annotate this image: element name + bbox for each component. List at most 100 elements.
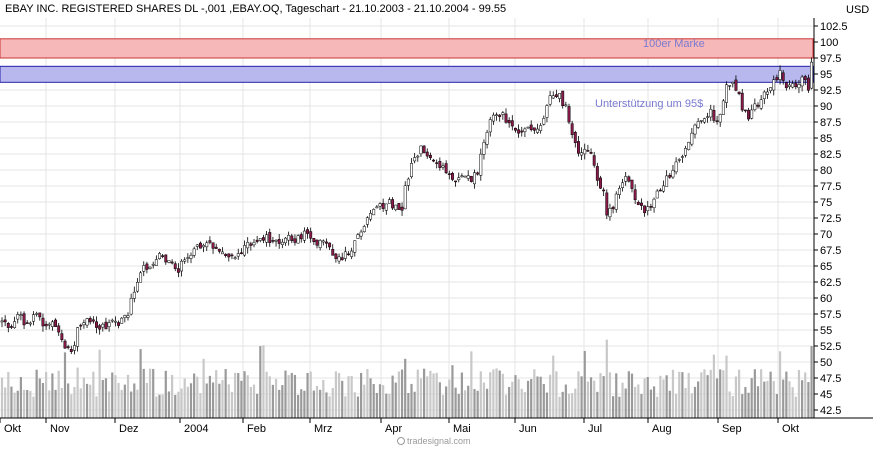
- volume-bar: [545, 392, 549, 418]
- volume-bar: [675, 394, 678, 418]
- volume-bar: [794, 396, 797, 418]
- volume-bar: [158, 394, 161, 418]
- candle-body: [447, 173, 451, 175]
- y-tick-label: 72.5: [820, 213, 841, 225]
- candle-body: [6, 323, 10, 328]
- candle-body: [287, 235, 291, 241]
- volume-bar: [60, 387, 63, 418]
- volume-bar: [671, 369, 675, 418]
- candle-body: [66, 346, 70, 348]
- candle-body: [602, 189, 606, 192]
- candle-body: [413, 157, 417, 162]
- volume-bar: [303, 390, 306, 418]
- candle-body: [16, 314, 20, 320]
- volume-bar: [111, 372, 114, 418]
- volume-bar: [45, 372, 48, 418]
- volume-bar: [177, 391, 180, 418]
- volume-bar: [274, 378, 278, 418]
- y-tick-label: 67.5: [820, 245, 841, 257]
- volume-bar: [315, 385, 319, 418]
- candle-body: [217, 248, 221, 252]
- candle-body: [69, 349, 73, 352]
- candle-body: [268, 232, 272, 244]
- candle-body: [233, 257, 237, 259]
- candle-body: [747, 109, 750, 120]
- candle-body: [400, 206, 404, 211]
- volume-bar: [123, 384, 126, 418]
- candle-body: [476, 172, 480, 175]
- candle-body: [693, 124, 697, 135]
- volume-bar: [482, 382, 486, 418]
- candle-body: [573, 131, 577, 143]
- candle-body: [306, 229, 310, 234]
- volume-bar: [325, 392, 328, 418]
- candle-body: [416, 155, 420, 158]
- candle-body: [463, 175, 467, 178]
- candle-body: [652, 198, 656, 209]
- candle-body: [605, 192, 609, 216]
- candle-body: [762, 91, 766, 99]
- x-tick-label: Mrz: [314, 423, 332, 435]
- volume-bars: [0, 339, 813, 418]
- volume-bar: [684, 388, 687, 418]
- candle-body: [554, 94, 558, 97]
- candle-body: [617, 188, 621, 195]
- candle-body: [501, 112, 505, 115]
- volume-bar: [709, 369, 712, 418]
- volume-bar: [152, 368, 155, 418]
- volume-bar: [215, 370, 218, 418]
- candle-body: [372, 209, 376, 216]
- volume-bar: [189, 383, 193, 418]
- volume-bar: [319, 389, 322, 418]
- y-tick-label: 47.5: [820, 373, 841, 385]
- candle-body: [432, 159, 436, 162]
- candle-body: [378, 203, 382, 207]
- volume-bar: [224, 369, 227, 418]
- candle-body: [343, 251, 347, 259]
- candle-body: [321, 240, 325, 243]
- volume-bar: [328, 396, 331, 418]
- volume-bar: [479, 371, 482, 418]
- candle-body: [495, 114, 499, 116]
- volume-bar: [589, 377, 593, 418]
- candle-body: [699, 120, 703, 122]
- candle-body: [595, 166, 599, 181]
- volume-bar: [142, 368, 145, 418]
- volume-bar: [130, 391, 133, 418]
- volume-bar: [542, 384, 545, 418]
- volume-bar: [196, 376, 199, 418]
- volume-bar: [697, 381, 700, 418]
- volume-bar: [57, 370, 60, 418]
- volume-bar: [599, 373, 602, 418]
- volume-bar: [665, 375, 668, 418]
- volume-bar: [618, 396, 621, 418]
- volume-bar: [7, 372, 10, 418]
- x-tick-label: Aug: [652, 423, 672, 435]
- candle-body: [258, 238, 262, 241]
- volume-bar: [703, 369, 706, 418]
- volume-bar: [681, 372, 684, 418]
- candle-body: [136, 282, 139, 292]
- volume-bar: [580, 376, 583, 418]
- volume-bar: [419, 378, 423, 418]
- candle-body: [154, 259, 158, 266]
- candle-body: [687, 141, 691, 150]
- volume-bar: [397, 371, 400, 418]
- candle-body: [731, 82, 735, 84]
- band-labels: 100er Marke Unterstützung um 95$: [595, 38, 705, 110]
- volume-bar: [772, 380, 775, 418]
- candle-body: [388, 199, 391, 204]
- volume-bar: [193, 373, 196, 418]
- candle-body: [176, 268, 180, 273]
- candle-body: [25, 322, 29, 324]
- volume-bar: [400, 369, 404, 418]
- candle-body: [255, 239, 259, 242]
- volume-bar: [120, 389, 123, 418]
- candle-body: [690, 132, 694, 145]
- candle-body: [561, 90, 565, 107]
- candle-body: [410, 163, 413, 178]
- volume-bar: [555, 371, 558, 418]
- candle-body: [161, 255, 165, 257]
- candle-body: [139, 272, 143, 283]
- volume-bar: [104, 378, 108, 418]
